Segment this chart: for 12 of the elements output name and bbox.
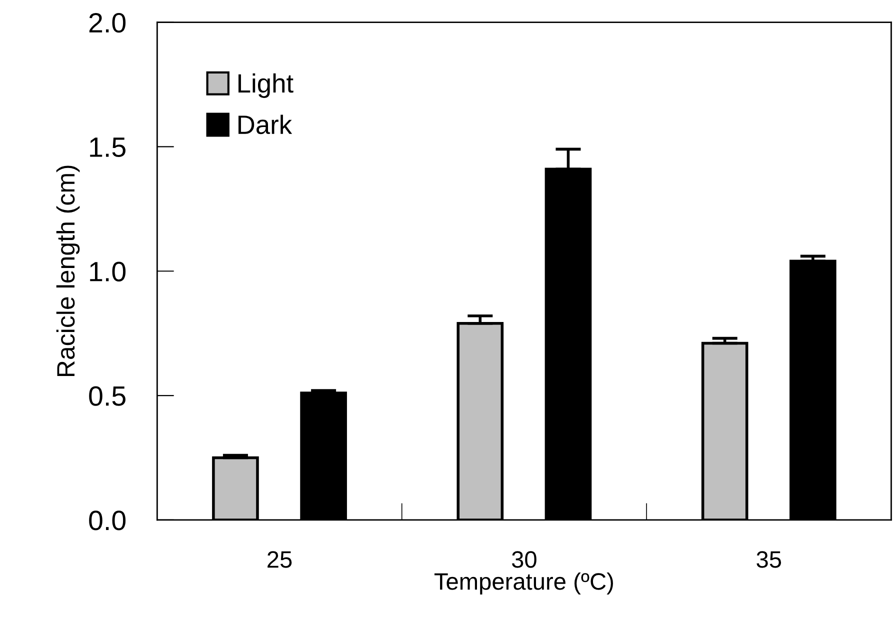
y-tick-label: 0.0 [89,510,126,530]
legend-label: Dark [238,114,292,134]
x-tick-label: 30 [512,551,536,568]
legend-label: Light [238,73,294,98]
x-axis-title: Temperature (ºC) [434,572,613,595]
y-tick-label: 1.5 [90,138,126,158]
y-tick-label: 0.5 [89,386,126,406]
x-tick-label: 25 [268,551,292,568]
x-tick-label: 35 [756,551,782,568]
y-tick-label: 2.0 [89,12,126,33]
y-tick-label: 1.0 [90,262,126,282]
y-axis-title: Racicle length (cm) [56,166,80,376]
